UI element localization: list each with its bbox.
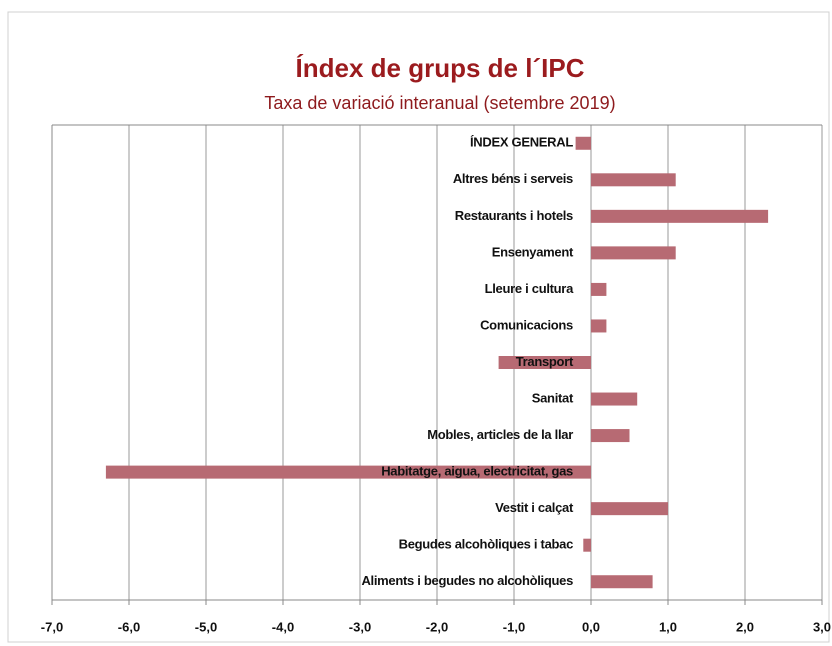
x-tick-label: -3,0 bbox=[349, 619, 371, 634]
category-label: Altres béns i serveis bbox=[453, 171, 573, 186]
x-tick-label: -5,0 bbox=[195, 619, 217, 634]
bar bbox=[591, 319, 607, 333]
bar bbox=[583, 538, 591, 552]
bar bbox=[591, 246, 676, 260]
category-label: Vestit i calçat bbox=[495, 500, 574, 515]
category-label: Begudes alcohòliques i tabac bbox=[399, 537, 573, 552]
category-label: Sanitat bbox=[532, 390, 574, 405]
x-tick-label: 2,0 bbox=[736, 619, 754, 634]
category-label: Mobles, articles de la llar bbox=[427, 427, 573, 442]
category-label: Lleure i cultura bbox=[485, 281, 574, 296]
bar bbox=[498, 356, 591, 369]
bar bbox=[591, 209, 769, 223]
bar bbox=[591, 575, 653, 589]
bar bbox=[105, 465, 592, 479]
x-tick-label: -6,0 bbox=[118, 619, 140, 634]
bar bbox=[591, 429, 630, 443]
bar bbox=[591, 173, 676, 187]
bar bbox=[591, 392, 638, 406]
category-label: Habitatge, aigua, electricitat, gas bbox=[381, 464, 573, 479]
x-tick-label: -2,0 bbox=[426, 619, 448, 634]
x-tick-label: 0,0 bbox=[582, 619, 600, 634]
bar bbox=[575, 136, 591, 150]
category-label: Comunicacions bbox=[480, 317, 573, 332]
category-label: Transport bbox=[516, 354, 574, 369]
chart-title: Índex de grups de l´IPC bbox=[296, 53, 585, 83]
x-tick-label: -7,0 bbox=[41, 619, 63, 634]
category-label: Aliments i begudes no alcohòliques bbox=[361, 573, 573, 588]
chart-border bbox=[7, 11, 830, 643]
bar bbox=[591, 282, 607, 296]
bar bbox=[591, 502, 668, 516]
category-label: Restaurants i hotels bbox=[455, 208, 573, 223]
category-label: ÍNDEX GENERAL bbox=[470, 135, 573, 150]
x-tick-label: -4,0 bbox=[272, 619, 294, 634]
x-tick-label: 1,0 bbox=[659, 619, 677, 634]
chart-subtitle: Taxa de variació interanual (setembre 20… bbox=[264, 93, 615, 113]
x-tick-label: -1,0 bbox=[503, 619, 525, 634]
category-label: Ensenyament bbox=[492, 244, 574, 259]
x-tick-label: 3,0 bbox=[813, 619, 831, 634]
